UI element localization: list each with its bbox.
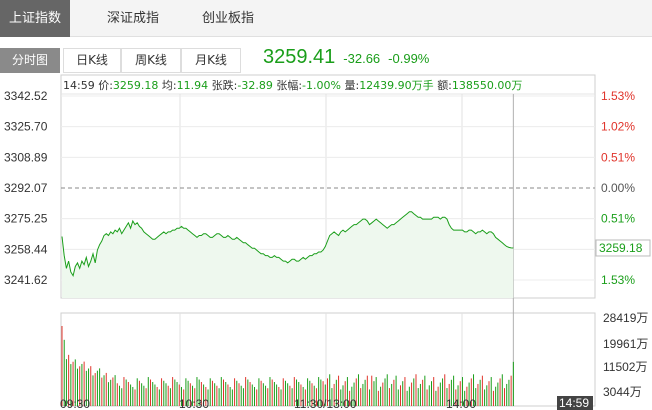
cursor-time-box [557,396,593,410]
percent-axis-label: 1.53% [601,273,635,287]
info-chg: -32.89 [237,79,273,92]
info-avg-label: 均: [161,79,177,92]
tab-weekly-k[interactable]: 周K线 [121,48,181,73]
time-axis-label: 11:30/13:00 [294,397,357,410]
info-amt: 138550.00万 [451,79,523,92]
info-pct-label: 张幅: [276,79,303,92]
price-change: -32.66 [343,51,381,66]
price-area-fill [62,211,514,298]
last-price: 3259.41 [263,46,336,68]
price-axis-label: 3258.44 [4,242,48,256]
tab-daily-k[interactable]: 日K线 [63,48,121,73]
volume-axis-label: 3044万 [603,385,642,399]
tab-chinext-index[interactable]: 创业板指 [201,11,254,26]
price-change-percent: -0.99% [388,51,430,66]
tab-shanghai-index[interactable]: 上证指数 [0,0,70,37]
price-line [61,211,514,277]
time-axis-label: 14:00 [446,397,476,410]
tab-intraday[interactable]: 分时图 [0,48,60,73]
percent-axis-label: 0.00% [601,181,635,195]
time-axis-label: 09:30 [60,397,90,410]
info-vol-label: 量: [344,79,360,92]
time-axis-label: 10:30 [179,397,209,410]
tab-monthly-k[interactable]: 月K线 [181,48,241,73]
info-pct: -1.00% [302,79,341,92]
volume-axis-label: 11502万 [603,360,647,374]
current-price-label: 3259.18 [599,241,643,255]
volume-axis-label: 28419万 [603,311,648,325]
index-tab-bar: 上证指数 深证成指 创业板指 [0,0,652,37]
price-axis-label: 3308.89 [4,150,48,164]
info-avg: 11.94 [176,79,209,92]
price-axis-label: 3275.25 [4,212,48,226]
info-price-label: 价: [98,79,113,92]
current-price-box [595,239,651,257]
info-amt-label: 额: [437,79,452,92]
tab-shenzhen-index[interactable]: 深证成指 [106,11,159,26]
price-axis-label: 3292.07 [4,181,48,195]
percent-axis-label: 1.02% [601,120,635,134]
percent-axis-label: 0.51% [601,212,635,226]
info-price: 3259.18 [112,79,159,92]
percent-axis-label: 0.51% [601,150,635,164]
crosshair-info-bar: 14:59 价:3259.18 均:11.94 张跌:-32.89 张幅:-1.… [63,77,595,94]
cursor-time-label: 14:59 [559,396,589,410]
price-axis-label: 3342.52 [4,89,48,103]
percent-axis-label: 1.53% [601,89,635,103]
price-axis-label: 3241.62 [4,273,48,287]
info-time: 14:59 [63,79,95,92]
price-axis-label: 3325.70 [4,120,48,134]
info-vol: 12439.90万手 [359,79,434,92]
quote-summary: 3259.41 -32.66 -0.99% [263,46,429,74]
info-chg-label: 张跌: [211,79,238,92]
volume-axis-label: 19961万 [603,337,648,351]
